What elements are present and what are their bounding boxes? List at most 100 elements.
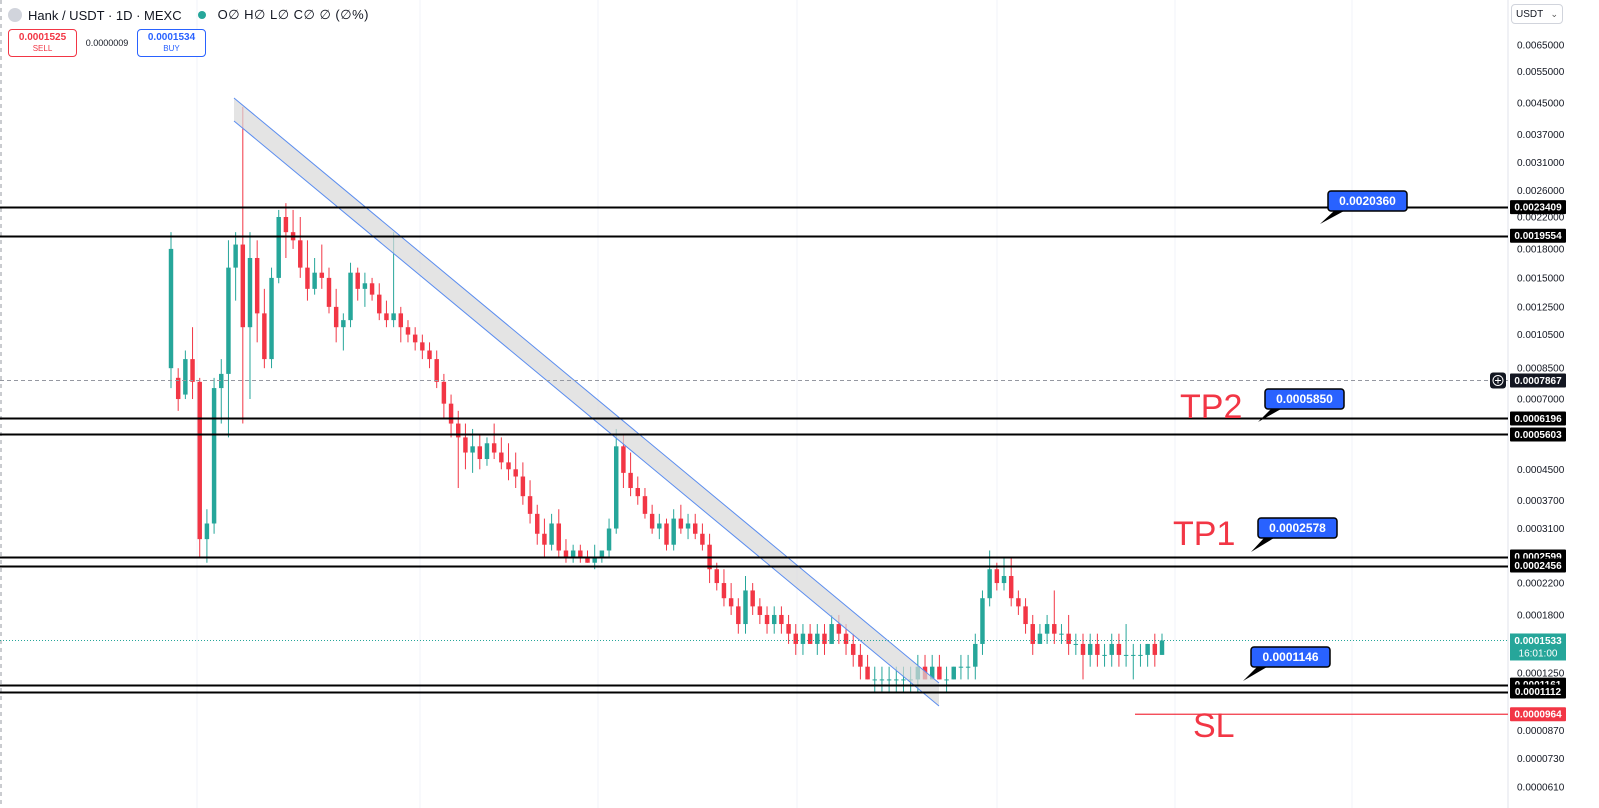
y-tick-label: 0.0001800 xyxy=(1517,610,1565,621)
candle-body xyxy=(420,342,425,351)
candle-up xyxy=(685,513,691,540)
candle-up xyxy=(958,654,964,680)
candle-body xyxy=(333,306,339,328)
candle-down xyxy=(628,452,633,497)
candle-down xyxy=(448,394,454,438)
candle-body xyxy=(240,244,246,328)
candle-up xyxy=(341,313,346,351)
level-badge-bg xyxy=(1510,684,1566,699)
candle-body xyxy=(219,373,224,389)
callout-pointer xyxy=(1258,409,1281,422)
level-badge-text: 0.0006196 xyxy=(1514,414,1562,425)
candle-body xyxy=(1016,598,1021,607)
candle-down xyxy=(506,443,511,481)
candle-up xyxy=(1059,624,1064,644)
y-tick-label: 0.0065000 xyxy=(1517,40,1565,51)
candle-down xyxy=(1030,614,1035,655)
candle-down xyxy=(1008,556,1014,607)
add-alert-plus-icon[interactable] xyxy=(1490,372,1506,389)
candle-body xyxy=(305,267,310,289)
candle-up xyxy=(549,513,554,551)
level-badge-text: 0.0023409 xyxy=(1514,203,1562,214)
candle-up xyxy=(1102,643,1107,667)
candle-down xyxy=(319,244,325,289)
price-callouts: 0.0020360 0.0005850 0.0002578 0.0001146 xyxy=(1243,190,1408,681)
candle-down xyxy=(197,377,202,557)
candle-up xyxy=(470,428,475,473)
candle-body xyxy=(1023,606,1028,625)
buy-button[interactable]: 0.0001534 BUY xyxy=(137,29,206,57)
candle-body xyxy=(1109,643,1114,655)
candle-body xyxy=(1037,633,1043,644)
channel-fill xyxy=(234,98,939,706)
price-callout: 0.0002578 xyxy=(1251,517,1338,552)
buy-price: 0.0001534 xyxy=(147,32,196,43)
candle-body xyxy=(1131,654,1136,656)
candle-body xyxy=(958,666,964,668)
candle-body xyxy=(757,606,763,615)
callout-pointer xyxy=(1251,538,1274,552)
candle-body xyxy=(815,633,820,644)
y-tick-label: 0.0000730 xyxy=(1517,754,1565,765)
stop-loss-badge-bg xyxy=(1510,707,1566,722)
candle-body xyxy=(671,518,676,545)
last-price-badge-bg xyxy=(1510,633,1566,661)
candle-down xyxy=(1052,590,1057,644)
sell-button[interactable]: 0.0001525 SELL xyxy=(8,29,77,57)
candle-up xyxy=(1037,624,1043,644)
level-badge: 0.0001112 xyxy=(1510,684,1566,699)
candle-body xyxy=(348,272,353,321)
candle-body xyxy=(657,523,662,529)
callout-pointer xyxy=(1320,211,1344,224)
candle-down xyxy=(298,217,303,278)
candle-body xyxy=(1087,643,1093,655)
candle-body xyxy=(247,257,253,328)
candle-up xyxy=(1123,624,1129,667)
candle-body xyxy=(951,666,956,680)
plus-icon-ring xyxy=(1492,374,1504,386)
candle-up xyxy=(879,666,885,694)
currency-selector[interactable]: USDT ⌄ xyxy=(1511,4,1563,24)
candle-body xyxy=(175,377,181,400)
candle-up xyxy=(1044,614,1050,644)
candle-body xyxy=(779,614,784,625)
candle-body xyxy=(872,679,877,681)
level-badge-text: 0.0002456 xyxy=(1514,561,1562,572)
sell-price: 0.0001525 xyxy=(18,32,67,43)
symbol-title[interactable]: Hank / USDT · 1D · MEXC xyxy=(28,7,182,23)
candle-body xyxy=(499,452,504,463)
candle-up xyxy=(276,209,281,284)
candle-down xyxy=(721,569,727,607)
candle-body xyxy=(728,598,734,607)
candle-body xyxy=(642,496,648,514)
currency-value: USDT xyxy=(1516,8,1544,20)
candle-up xyxy=(657,513,662,540)
candle-down xyxy=(578,544,583,563)
candle-down xyxy=(333,288,339,343)
candle-body xyxy=(168,248,174,369)
candle-down xyxy=(850,633,856,667)
level-badge-bg xyxy=(1510,411,1566,426)
candle-up xyxy=(1145,643,1150,667)
candle-body xyxy=(226,267,231,374)
channel-lower-line xyxy=(233,120,940,707)
candle-body xyxy=(535,513,540,534)
candle-body xyxy=(549,523,554,545)
sell-label: SELL xyxy=(32,44,53,53)
candle-body xyxy=(262,313,267,360)
y-tick-label: 0.0045000 xyxy=(1517,99,1565,110)
candle-down xyxy=(1080,633,1086,680)
candle-body xyxy=(894,679,899,681)
candle-up xyxy=(800,624,806,655)
candle-up xyxy=(204,509,210,563)
candle-body xyxy=(700,533,705,545)
candle-body xyxy=(973,643,978,667)
candle-down xyxy=(556,509,562,557)
level-badge: 0.0023409 xyxy=(1510,200,1566,215)
candle-body xyxy=(513,469,518,477)
candle-body xyxy=(1052,624,1057,634)
stop-loss-badge: 0.0000964 xyxy=(1510,707,1566,722)
candle-body xyxy=(384,313,389,321)
